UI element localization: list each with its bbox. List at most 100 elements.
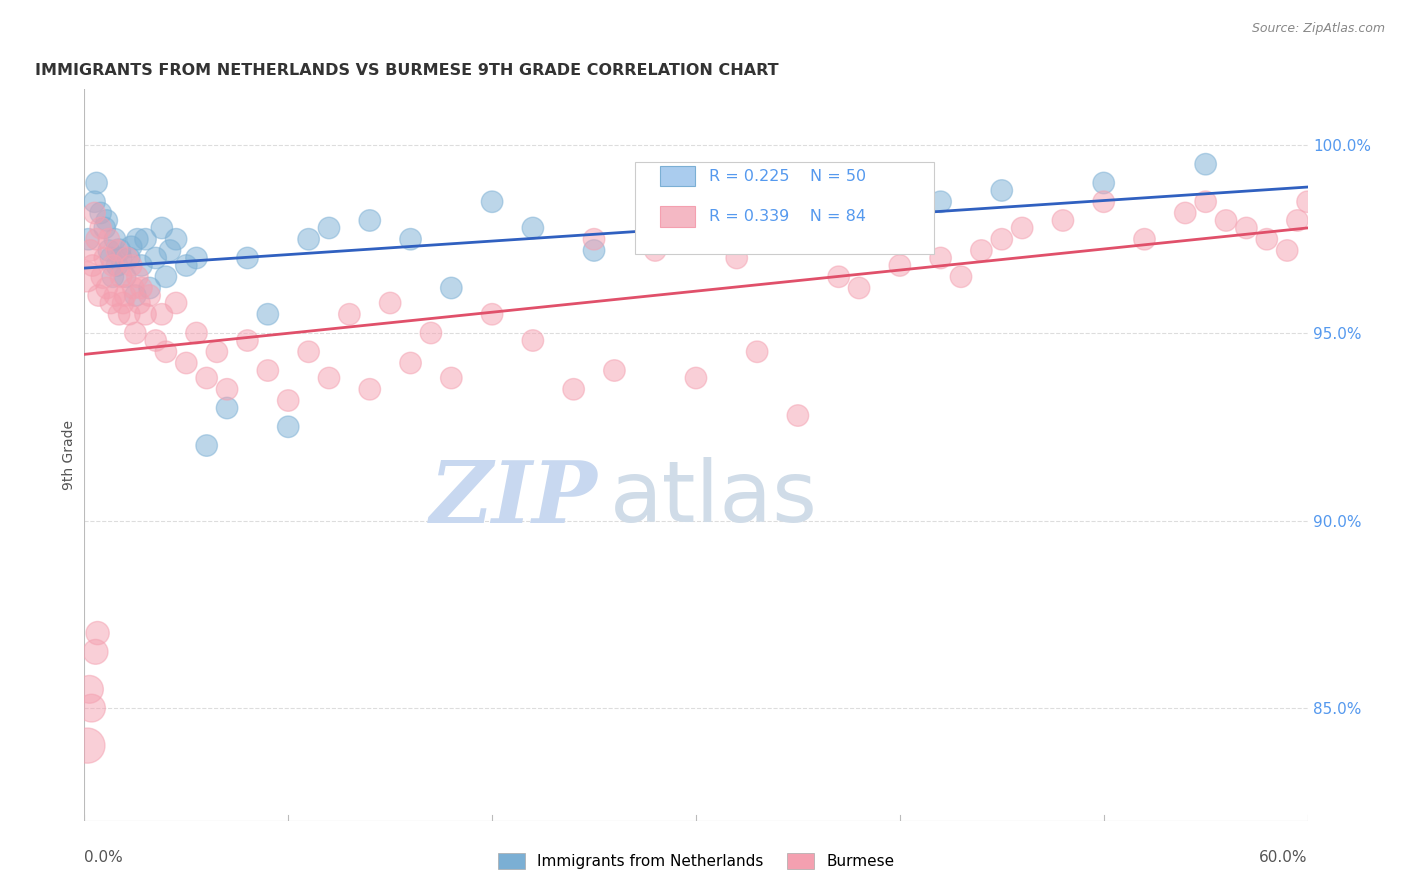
Point — [1011, 221, 1033, 235]
Point — [165, 296, 187, 310]
Point — [1286, 213, 1309, 227]
Point — [1256, 232, 1278, 246]
Point — [1092, 176, 1115, 190]
Point — [97, 244, 120, 258]
Point — [399, 356, 422, 370]
Point — [135, 307, 157, 321]
FancyBboxPatch shape — [661, 166, 695, 186]
Point — [603, 363, 626, 377]
Point — [97, 232, 120, 246]
Point — [105, 244, 128, 258]
Point — [1195, 194, 1218, 209]
Point — [970, 244, 993, 258]
FancyBboxPatch shape — [636, 162, 935, 253]
Point — [481, 194, 503, 209]
Point — [236, 251, 259, 265]
Point — [105, 259, 128, 273]
Point — [159, 244, 181, 258]
Point — [127, 269, 149, 284]
Point — [725, 232, 748, 246]
Point — [380, 296, 402, 310]
Point — [991, 184, 1014, 198]
Point — [122, 281, 145, 295]
Point — [77, 232, 100, 246]
Point — [82, 259, 104, 273]
Text: Source: ZipAtlas.com: Source: ZipAtlas.com — [1251, 22, 1385, 36]
Point — [90, 221, 112, 235]
Point — [124, 288, 146, 302]
Text: IMMIGRANTS FROM NETHERLANDS VS BURMESE 9TH GRADE CORRELATION CHART: IMMIGRANTS FROM NETHERLANDS VS BURMESE 9… — [35, 63, 779, 78]
Point — [93, 251, 117, 265]
Point — [186, 251, 208, 265]
Point — [562, 382, 585, 396]
Point — [145, 251, 167, 265]
Text: ZIP: ZIP — [430, 457, 598, 541]
Point — [787, 221, 810, 235]
Point — [910, 232, 932, 246]
Point — [104, 288, 127, 302]
Point — [440, 281, 463, 295]
Point — [108, 244, 131, 258]
Text: 60.0%: 60.0% — [1260, 850, 1308, 865]
Point — [1052, 213, 1074, 227]
Point — [138, 281, 160, 295]
Point — [318, 371, 340, 385]
Point — [79, 682, 101, 697]
Point — [135, 232, 157, 246]
Point — [1092, 194, 1115, 209]
Point — [1296, 194, 1319, 209]
Point — [115, 251, 138, 265]
Point — [277, 419, 299, 434]
Point — [75, 269, 97, 284]
Point — [318, 221, 340, 235]
Point — [236, 334, 259, 348]
Point — [420, 326, 443, 340]
Point — [929, 251, 952, 265]
Point — [359, 382, 381, 396]
Point — [104, 232, 127, 246]
Point — [110, 251, 132, 265]
Point — [205, 344, 228, 359]
Point — [165, 232, 187, 246]
Point — [1236, 221, 1258, 235]
FancyBboxPatch shape — [661, 206, 695, 227]
Point — [86, 232, 108, 246]
Point — [96, 281, 118, 295]
Point — [929, 194, 952, 209]
Point — [80, 701, 103, 715]
Point — [131, 281, 153, 295]
Point — [110, 269, 132, 284]
Point — [145, 334, 167, 348]
Point — [112, 296, 135, 310]
Point — [84, 645, 107, 659]
Point — [100, 296, 122, 310]
Point — [120, 240, 142, 254]
Point — [359, 213, 381, 227]
Point — [195, 438, 218, 452]
Point — [1277, 244, 1299, 258]
Point — [685, 213, 707, 227]
Point — [83, 206, 105, 220]
Point — [257, 307, 280, 321]
Point — [1215, 213, 1237, 227]
Point — [87, 288, 110, 302]
Point — [186, 326, 208, 340]
Point — [150, 221, 173, 235]
Point — [685, 371, 707, 385]
Point — [339, 307, 361, 321]
Point — [217, 401, 239, 415]
Point — [118, 307, 141, 321]
Text: atlas: atlas — [610, 458, 818, 541]
Point — [118, 251, 141, 265]
Text: R = 0.225    N = 50: R = 0.225 N = 50 — [710, 169, 866, 184]
Point — [96, 213, 118, 227]
Point — [644, 244, 666, 258]
Point — [828, 269, 851, 284]
Y-axis label: 9th Grade: 9th Grade — [62, 420, 76, 490]
Point — [76, 739, 98, 753]
Point — [114, 269, 136, 284]
Point — [124, 326, 146, 340]
Point — [174, 356, 197, 370]
Point — [481, 307, 503, 321]
Point — [787, 409, 810, 423]
